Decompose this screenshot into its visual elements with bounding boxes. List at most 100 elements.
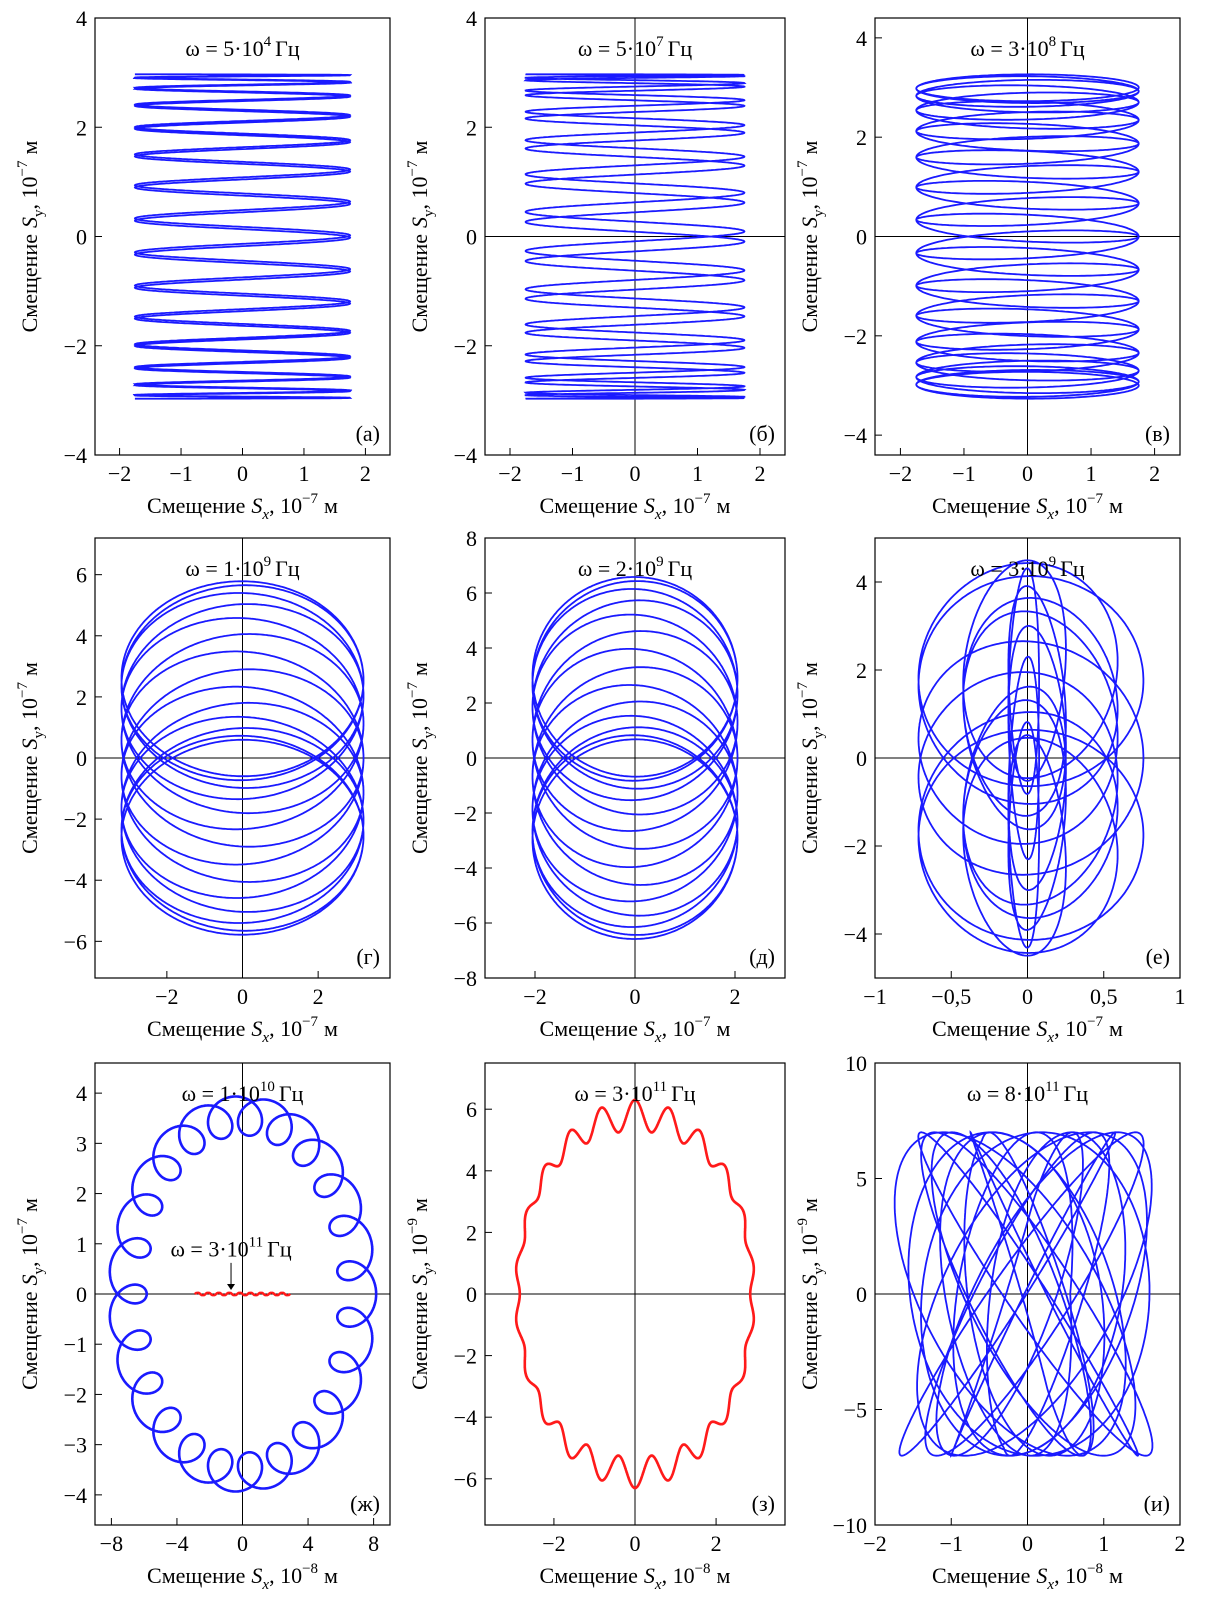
x-tick-label: −2 [108,461,131,486]
x-tick-label: 0 [1022,984,1033,1009]
y-tick-label: 2 [76,685,87,710]
series-curve-0 [514,1098,756,1490]
y-tick-label: −2 [844,324,867,349]
x-axis-label: Смещение Sx, 10−7 м [147,491,338,523]
series-curve-0 [893,1130,1154,1458]
y-tick-label: 0 [856,1282,867,1307]
y-tick-label: 4 [466,1159,477,1184]
y-tick-label: 2 [466,1220,477,1245]
panel-label: (а) [356,421,380,446]
y-tick-label: 4 [76,624,87,649]
series-curve-0 [917,559,1145,957]
panel-5: −1 −0,5 0 0,5 1 −4 −2 0 2 4 ω = 3·109 Гц (е) Смещение… [795,537,1186,1046]
y-axis-label: СмещениеSy, 10−7м [795,662,827,854]
x-tick-label: 0 [630,984,641,1009]
y-tick-label: −2 [64,334,87,359]
frequency-title: ω = 1·109 Гц [185,554,299,581]
y-tick-label: 6 [466,1097,477,1122]
x-axis-label: Смещение Sx, 10−7 м [932,491,1123,523]
y-tick-label: −2 [64,1382,87,1407]
y-axis-label: СмещениеSy, 10−7м [15,662,47,854]
x-tick-label: 0 [237,1531,248,1556]
x-tick-label: −4 [165,1531,188,1556]
panel-1: −2 −1 0 1 2 −4 −2 0 2 4 ω = 5·107 Гц (б) Смещение Sx, … [405,6,786,523]
x-tick-label: −1 [561,461,584,486]
y-tick-label: 2 [76,115,87,140]
y-tick-label: −8 [454,966,477,991]
frequency-title: ω = 3·1011 Гц [574,1079,695,1106]
y-axis-label: СмещениеSy, 10−9м [405,1198,437,1390]
x-tick-label: −1 [940,1531,963,1556]
y-tick-label: 6 [466,581,477,606]
y-tick-label: −6 [454,1467,477,1492]
series-curve-0 [531,576,739,940]
x-tick-label: 2 [755,461,766,486]
y-tick-label: −4 [844,922,867,947]
panel-label: (ж) [350,1491,380,1516]
y-tick-label: −4 [844,423,867,448]
panel-label: (е) [1146,944,1170,969]
x-tick-label: 1 [1086,461,1097,486]
frequency-title: ω = 3·109 Гц [970,554,1084,581]
panel-6: −8 −4 0 4 8 −4 −3 −2 −1 0 1 2 3 4 ω = 1·1010 Гц ω = 3·10… [15,1062,391,1593]
y-axis-label: СмещениеSy, 10−7м [15,1198,47,1390]
y-axis-label: СмещениеSy, 10−7м [15,141,47,333]
panel-4: −2 0 2 −8 −6 −4 −2 0 2 4 6 8 ω = 2·109 Гц (д) Смещение S… [405,526,786,1046]
y-tick-label: 6 [76,563,87,588]
x-tick-label: −2 [863,1531,886,1556]
x-tick-label: −2 [498,461,521,486]
series-curve-0 [132,73,353,400]
frequency-title: ω = 5·107 Гц [578,34,692,61]
y-tick-label: −4 [454,1405,477,1430]
panel-3: −2 0 2 −6 −4 −2 0 2 4 6 ω = 1·109 Гц (г) Смещение Sx, … [15,537,391,1046]
y-axis-label: СмещениеSy, 10−9м [795,1198,827,1390]
series-curve-0 [523,73,747,400]
x-tick-label: −1 [863,984,886,1009]
frequency-title: ω = 2·109 Гц [578,554,692,581]
x-axis-label: Смещение Sx, 10−8 м [932,1561,1123,1593]
y-tick-label: 2 [466,115,477,140]
y-axis-label: СмещениеSy, 10−7м [405,662,437,854]
x-tick-label: 1 [298,461,309,486]
y-tick-label: 0 [856,225,867,250]
x-tick-label: 0 [630,1531,641,1556]
y-tick-label: −3 [64,1433,87,1458]
y-tick-label: −4 [64,1483,87,1508]
y-tick-label: 4 [466,636,477,661]
x-tick-label: −2 [889,461,912,486]
panel-0: −2 −1 0 1 2 −4 −2 0 2 4 ω = 5·104 Гц (а) Смещение Sx, … [15,6,391,523]
x-tick-label: 4 [303,1531,314,1556]
panel-label: (б) [749,421,775,446]
y-tick-label: 4 [76,6,87,31]
y-tick-label: −1 [64,1332,87,1357]
y-tick-label: −5 [844,1398,867,1423]
y-tick-label: −2 [844,834,867,859]
y-tick-label: 1 [76,1232,87,1257]
x-tick-label: 0 [1022,1531,1033,1556]
series-curve-0 [915,73,1140,400]
x-tick-label: 0 [1022,461,1033,486]
y-tick-label: 0 [76,225,87,250]
panel-7: −2 0 2 −6 −4 −2 0 2 4 6 ω = 3·1011 Гц (з) Смещение Sx,… [405,1062,786,1593]
frequency-title: ω = 5·104 Гц [185,34,299,61]
x-tick-label: 8 [368,1531,379,1556]
x-axis-label: Смещение Sx, 10−8 м [147,1561,338,1593]
x-tick-label: 1 [692,461,703,486]
x-tick-label: 1 [1098,1531,1109,1556]
panel-label: (и) [1144,1491,1170,1516]
panel-label: (в) [1145,421,1170,446]
y-tick-label: 4 [856,570,867,595]
series-curve-0 [108,1095,378,1493]
y-tick-label: 2 [466,691,477,716]
x-tick-label: 2 [313,984,324,1009]
y-tick-label: 0 [466,746,477,771]
x-tick-label: 0 [237,461,248,486]
frequency-title: ω = 3·108 Гц [970,34,1084,61]
x-axis-label: Смещение Sx, 10−7 м [147,1014,338,1046]
y-axis-label: СмещениеSy, 10−7м [795,141,827,333]
y-tick-label: −2 [454,801,477,826]
y-tick-label: −6 [454,911,477,936]
x-tick-label: 0 [237,984,248,1009]
x-tick-label: 1 [1175,984,1186,1009]
x-tick-label: 2 [1175,1531,1186,1556]
